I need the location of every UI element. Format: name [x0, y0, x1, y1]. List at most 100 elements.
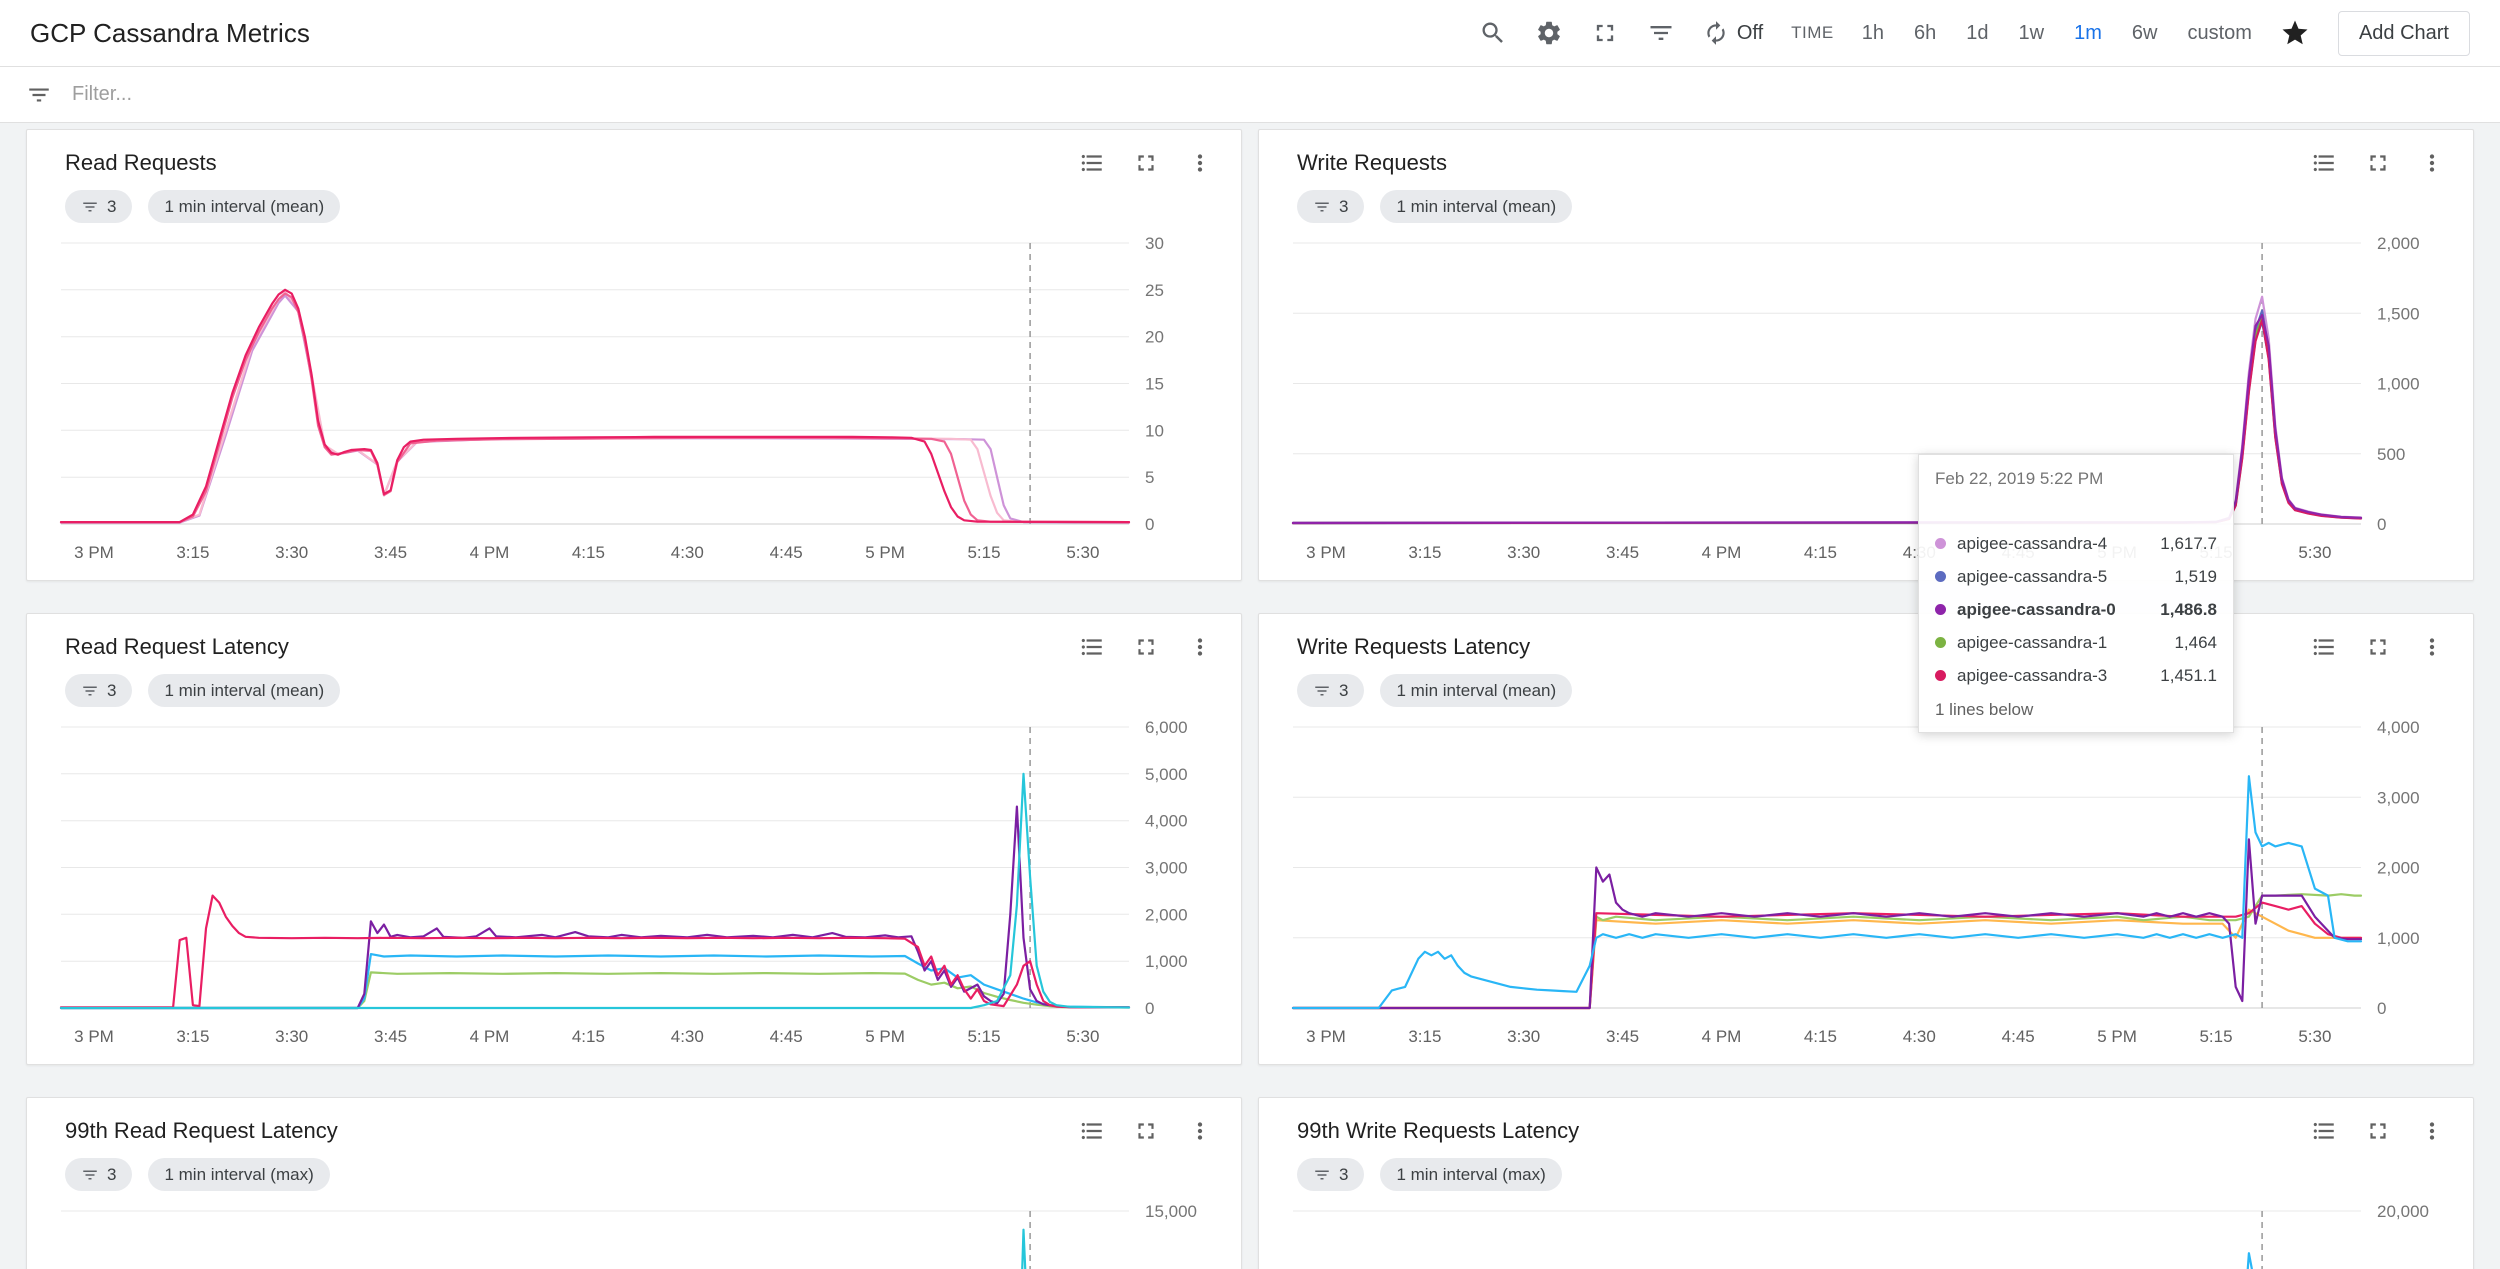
svg-text:15,000: 15,000 [1145, 1202, 1197, 1221]
legend-list-icon[interactable] [1079, 634, 1105, 660]
chip-filter-icon [1315, 202, 1329, 211]
time-range-1m[interactable]: 1m [2074, 21, 2102, 44]
filter-list-icon[interactable] [1647, 19, 1675, 47]
svg-text:4:45: 4:45 [770, 1027, 803, 1046]
chart-card: 99th Read Request Latency 3 1 min interv… [26, 1097, 1242, 1269]
page-title: GCP Cassandra Metrics [30, 17, 310, 48]
time-range-group: 1h 6h 1d 1w 1m 6w custom [1862, 22, 2252, 45]
svg-text:5:15: 5:15 [967, 1027, 1000, 1046]
search-icon[interactable] [1479, 19, 1507, 47]
svg-text:2,000: 2,000 [1145, 905, 1188, 924]
svg-text:500: 500 [2377, 445, 2405, 464]
auto-refresh-label: Off [1736, 21, 1764, 44]
fullscreen-icon[interactable] [1591, 19, 1619, 47]
svg-text:5,000: 5,000 [1145, 765, 1188, 784]
interval-label: 1 min interval (max) [164, 1164, 314, 1184]
tooltip-row: apigee-cassandra-3 1,451.1 [1935, 659, 2217, 692]
svg-text:4,000: 4,000 [2377, 718, 2420, 737]
filter-count-chip[interactable]: 3 [65, 1158, 133, 1191]
chart-title: Write Requests [1297, 150, 1447, 175]
svg-text:0: 0 [2377, 515, 2386, 534]
filter-count-label: 3 [107, 680, 117, 700]
svg-text:5 PM: 5 PM [865, 1027, 905, 1046]
interval-chip[interactable]: 1 min interval (mean) [1380, 190, 1573, 223]
star-icon[interactable] [2280, 18, 2310, 48]
series-value: 1,464 [2174, 632, 2217, 652]
series-color-dot [1935, 637, 1946, 648]
legend-list-icon[interactable] [2311, 1118, 2337, 1144]
interval-chip[interactable]: 1 min interval (max) [148, 1158, 330, 1191]
filter-count-chip[interactable]: 3 [65, 674, 133, 707]
svg-text:4:15: 4:15 [572, 1027, 605, 1046]
chart-grid: Read Requests 3 1 min interval (mean) [0, 123, 2500, 1269]
svg-text:2,000: 2,000 [2377, 859, 2420, 878]
svg-text:5:30: 5:30 [1066, 543, 1099, 562]
svg-text:3:15: 3:15 [1408, 1027, 1441, 1046]
interval-chip[interactable]: 1 min interval (mean) [148, 190, 341, 223]
time-range-6w[interactable]: 6w [2131, 21, 2158, 44]
legend-list-icon[interactable] [1079, 150, 1105, 176]
more-options-icon[interactable] [1187, 1118, 1213, 1144]
filter-count-chip[interactable]: 3 [1297, 190, 1365, 223]
legend-list-icon[interactable] [2311, 634, 2337, 660]
time-range-1d[interactable]: 1d [1966, 21, 1989, 44]
more-options-icon[interactable] [2419, 1118, 2445, 1144]
more-options-icon[interactable] [1187, 150, 1213, 176]
filter-input[interactable] [72, 83, 2474, 106]
interval-chip[interactable]: 1 min interval (max) [1380, 1158, 1562, 1191]
time-range-1h[interactable]: 1h [1861, 21, 1885, 44]
line-chart[interactable]: 0 1,000 2,000 3,000 4,000 5,000 6,000 3 PM 3:15 3… [35, 711, 1233, 1058]
more-options-icon[interactable] [2419, 634, 2445, 660]
svg-text:5:30: 5:30 [2298, 1027, 2331, 1046]
legend-list-icon[interactable] [1079, 1118, 1105, 1144]
filter-count-chip[interactable]: 3 [1297, 1158, 1365, 1191]
time-range-1w[interactable]: 1w [2018, 21, 2045, 44]
interval-label: 1 min interval (mean) [164, 196, 325, 216]
auto-refresh-toggle[interactable]: Off [1703, 20, 1763, 46]
filter-count-chip[interactable]: 3 [1297, 674, 1365, 707]
expand-chart-icon[interactable] [1133, 150, 1159, 176]
expand-chart-icon[interactable] [1133, 1118, 1159, 1144]
more-options-icon[interactable] [2419, 150, 2445, 176]
svg-text:5:15: 5:15 [2199, 1027, 2232, 1046]
filter-count-chip[interactable]: 3 [65, 190, 133, 223]
line-chart[interactable]: 0 1,000 2,000 3,000 4,000 3 PM 3:15 3:30 3:45 4 P… [1267, 711, 2465, 1058]
line-chart[interactable]: 0 5 10 15 20 25 30 3 PM 3:15 3:30 3:45 4 PM 4:15 4:30… [35, 227, 1233, 574]
filter-count-label: 3 [1339, 680, 1349, 700]
svg-text:30: 30 [1145, 234, 1164, 253]
tooltip-timestamp: Feb 22, 2019 5:22 PM [1935, 469, 2104, 488]
expand-chart-icon[interactable] [2365, 1118, 2391, 1144]
time-range-custom[interactable]: custom [2187, 21, 2252, 44]
expand-chart-icon[interactable] [1133, 634, 1159, 660]
svg-text:5:15: 5:15 [967, 543, 1000, 562]
legend-list-icon[interactable] [2311, 150, 2337, 176]
header-controls: Off TIME 1h 6h 1d 1w 1m 6w custom Add Chart [1479, 10, 2470, 56]
chip-filter-icon [1315, 1170, 1329, 1179]
svg-text:3:45: 3:45 [1606, 543, 1639, 562]
filter-count-label: 3 [1339, 1164, 1349, 1184]
time-range-6h[interactable]: 6h [1914, 21, 1937, 44]
expand-chart-icon[interactable] [2365, 150, 2391, 176]
add-chart-button[interactable]: Add Chart [2337, 10, 2470, 56]
series-value: 1,617.7 [2160, 533, 2217, 553]
refresh-icon [1703, 20, 1729, 46]
expand-chart-icon[interactable] [2365, 634, 2391, 660]
interval-chip[interactable]: 1 min interval (mean) [1380, 674, 1573, 707]
series-value: 1,486.8 [2160, 599, 2217, 619]
line-chart[interactable]: 0 500 1,000 1,500 2,000 3 PM 3:15 3:30 3:45 4 PM 4… [1267, 227, 2465, 574]
svg-text:4:30: 4:30 [1903, 1027, 1936, 1046]
more-options-icon[interactable] [1187, 634, 1213, 660]
svg-text:4:45: 4:45 [770, 543, 803, 562]
settings-gear-icon[interactable] [1535, 19, 1563, 47]
chip-filter-icon [83, 686, 97, 695]
svg-text:3:45: 3:45 [374, 1027, 407, 1046]
series-value: 1,451.1 [2160, 665, 2217, 685]
interval-chip[interactable]: 1 min interval (mean) [148, 674, 341, 707]
svg-text:4 PM: 4 PM [1702, 1027, 1742, 1046]
svg-text:3:30: 3:30 [275, 1027, 308, 1046]
svg-text:3:45: 3:45 [374, 543, 407, 562]
chart-hover-tooltip: Feb 22, 2019 5:22 PM apigee-cassandra-4 … [1918, 454, 2234, 733]
filter-count-label: 3 [107, 196, 117, 216]
